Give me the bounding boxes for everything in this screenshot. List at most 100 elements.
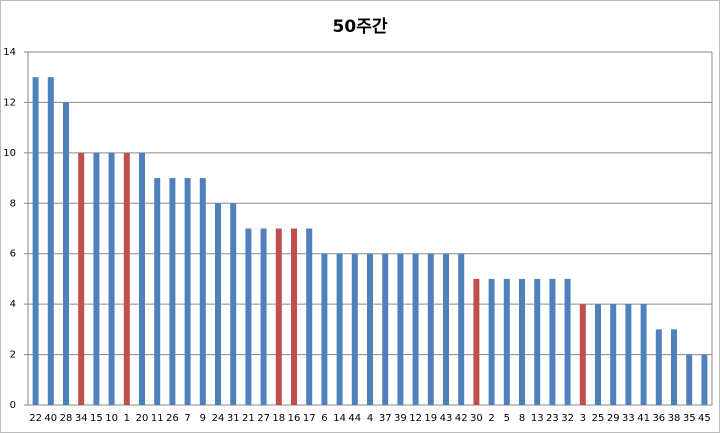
bar [367, 253, 373, 405]
bar [382, 253, 389, 405]
x-tick-label: 15 [90, 413, 103, 424]
x-tick-label: 35 [683, 413, 696, 424]
bar [260, 228, 267, 405]
x-tick-label: 26 [166, 413, 179, 424]
x-tick-label: 8 [519, 413, 525, 424]
x-tick-label: 4 [367, 413, 373, 424]
x-tick-label: 9 [200, 413, 206, 424]
bar [123, 152, 130, 405]
x-tick-label: 18 [272, 413, 285, 424]
bar [640, 304, 647, 405]
x-tick-label: 1 [124, 413, 130, 424]
x-tick-label: 12 [409, 413, 422, 424]
bar [610, 304, 617, 405]
x-tick-label: 25 [592, 413, 605, 424]
x-tick-label: 2 [488, 413, 494, 424]
bar [336, 253, 343, 405]
x-tick-label: 40 [44, 413, 57, 424]
x-tick-label: 39 [394, 413, 407, 424]
x-tick-label: 30 [470, 413, 483, 424]
y-tick-label: 6 [10, 249, 16, 260]
x-tick-label: 41 [637, 413, 650, 424]
x-tick-label: 23 [546, 413, 559, 424]
x-tick-label: 43 [440, 413, 453, 424]
x-tick-label: 14 [333, 413, 346, 424]
x-tick-label: 24 [212, 413, 225, 424]
bar [215, 203, 221, 405]
bar [595, 304, 601, 405]
x-tick-label: 17 [303, 413, 316, 424]
x-tick-label: 45 [698, 413, 711, 424]
bar [184, 178, 191, 405]
x-tick-label: 22 [29, 413, 42, 424]
bar [291, 228, 297, 405]
bar [245, 228, 252, 405]
x-tick-label: 5 [504, 413, 510, 424]
bar [686, 354, 693, 405]
y-tick-label: 2 [10, 350, 16, 361]
x-tick-label: 20 [136, 413, 149, 424]
x-tick-label: 42 [455, 413, 468, 424]
bar [306, 228, 313, 405]
bar [63, 102, 69, 405]
y-tick-label: 10 [3, 148, 16, 159]
bar [275, 228, 282, 405]
y-tick-label: 12 [3, 97, 16, 108]
x-tick-label: 11 [151, 413, 164, 424]
chart-title: 50주간 [333, 17, 388, 37]
bar [671, 329, 677, 405]
bar [154, 178, 161, 405]
bar [427, 253, 434, 405]
y-tick-label: 4 [10, 299, 16, 310]
x-tick-label: 28 [60, 413, 73, 424]
bar [78, 152, 85, 405]
bar [473, 278, 480, 405]
bar [108, 152, 115, 405]
bar [488, 278, 495, 405]
bar [351, 253, 358, 405]
bar [32, 77, 39, 405]
bar [199, 178, 206, 405]
x-tick-label: 32 [561, 413, 574, 424]
x-tick-label: 7 [184, 413, 190, 424]
x-tick-label: 34 [75, 413, 88, 424]
bar [655, 329, 662, 405]
x-tick-label: 19 [424, 413, 437, 424]
x-tick-label: 21 [242, 413, 255, 424]
bar [93, 152, 100, 405]
x-tick-label: 36 [652, 413, 665, 424]
x-tick-label: 29 [607, 413, 620, 424]
x-tick-label: 37 [379, 413, 392, 424]
x-tick-label: 6 [321, 413, 327, 424]
x-tick-label: 3 [580, 413, 586, 424]
bar [625, 304, 632, 405]
x-tick-label: 10 [105, 413, 118, 424]
bar [458, 253, 465, 405]
bar [579, 304, 586, 405]
y-tick-label: 14 [3, 47, 16, 58]
bar [230, 203, 237, 405]
x-tick-label: 31 [227, 413, 240, 424]
x-tick-label: 44 [348, 413, 361, 424]
bar [701, 354, 708, 405]
x-tick-label: 16 [288, 413, 301, 424]
bar [47, 77, 54, 405]
x-tick-label: 38 [668, 413, 681, 424]
x-tick-label: 27 [257, 413, 270, 424]
bar [169, 178, 176, 405]
bar [564, 278, 571, 405]
x-tick-label: 33 [622, 413, 635, 424]
bar [534, 278, 541, 405]
bar [503, 278, 510, 405]
y-tick-label: 8 [10, 198, 16, 209]
bar [397, 253, 404, 405]
bar [443, 253, 449, 405]
bar [519, 278, 525, 405]
bar [321, 253, 328, 405]
bar [549, 278, 556, 405]
x-tick-label: 13 [531, 413, 544, 424]
y-tick-label: 0 [10, 400, 16, 411]
bar [139, 152, 145, 405]
bar [412, 253, 419, 405]
